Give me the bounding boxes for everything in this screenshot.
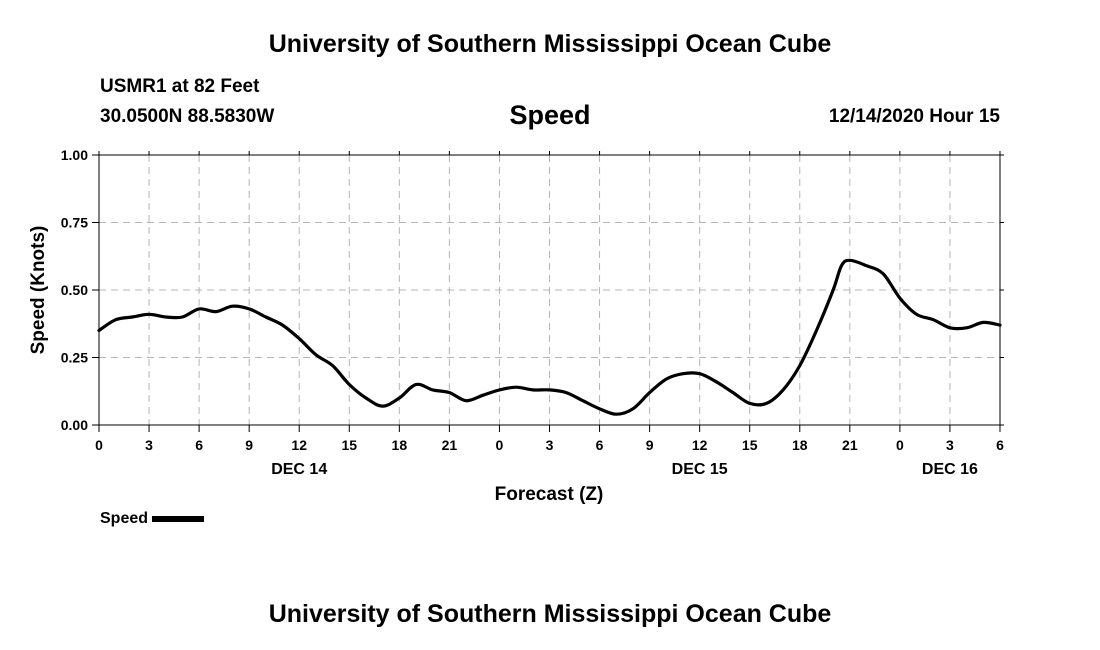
x-axis-label: Forecast (Z) — [495, 484, 604, 505]
x-tick-label: 6 — [596, 437, 604, 453]
x-tick-label: 21 — [842, 437, 858, 453]
y-tick-label: 0.25 — [61, 350, 88, 366]
x-tick-label: 0 — [496, 437, 504, 453]
header-title: University of Southern Mississippi Ocean… — [268, 30, 832, 58]
x-tick-labels: 0 3 6 9 12 15 18 21 0 3 6 9 12 15 18 21 0 3 6 — [95, 437, 1004, 453]
x-tick-label: 9 — [245, 437, 253, 453]
x-tick-label: 3 — [145, 437, 153, 453]
legend-swatch — [152, 516, 205, 522]
date-label: DEC 16 — [922, 461, 978, 478]
y-tick-label: 0.00 — [61, 417, 88, 433]
date-label: DEC 15 — [672, 461, 728, 478]
y-tick-labels: 0.00 0.25 0.50 0.75 1.00 — [61, 147, 88, 433]
y-tick-label: 0.75 — [61, 215, 88, 231]
x-tick-label: 18 — [392, 437, 408, 453]
legend-label: Speed — [100, 510, 149, 527]
axis-ticks — [92, 151, 1004, 432]
grid-lines — [99, 155, 1000, 425]
x-tick-label: 15 — [341, 437, 357, 453]
station-label: USMR1 at 82 Feet — [100, 76, 260, 97]
y-axis-label: Speed (Knots) — [28, 226, 49, 355]
x-tick-label: 3 — [946, 437, 954, 453]
x-tick-label: 6 — [195, 437, 203, 453]
datetime-label: 12/14/2020 Hour 15 — [828, 106, 1000, 127]
x-tick-label: 18 — [792, 437, 808, 453]
coordinates-label: 30.0500N 88.5830W — [100, 106, 275, 127]
x-tick-label: 12 — [692, 437, 708, 453]
x-tick-label: 0 — [896, 437, 904, 453]
x-tick-label: 3 — [546, 437, 554, 453]
footer-title: University of Southern Mississippi Ocean… — [268, 600, 832, 628]
date-label: DEC 14 — [271, 461, 327, 478]
x-tick-label: 12 — [291, 437, 307, 453]
y-tick-label: 0.50 — [61, 282, 88, 298]
legend: Speed — [100, 510, 205, 528]
x-tick-label: 6 — [996, 437, 1004, 453]
x-tick-label: 9 — [646, 437, 654, 453]
y-tick-label: 1.00 — [61, 147, 88, 163]
x-tick-label: 0 — [95, 437, 103, 453]
chart-title: Speed — [509, 100, 591, 130]
x-tick-label: 21 — [442, 437, 458, 453]
series-line-speed — [97, 258, 1002, 416]
x-tick-label: 15 — [742, 437, 758, 453]
date-labels: DEC 14 DEC 15 DEC 16 — [271, 461, 978, 478]
